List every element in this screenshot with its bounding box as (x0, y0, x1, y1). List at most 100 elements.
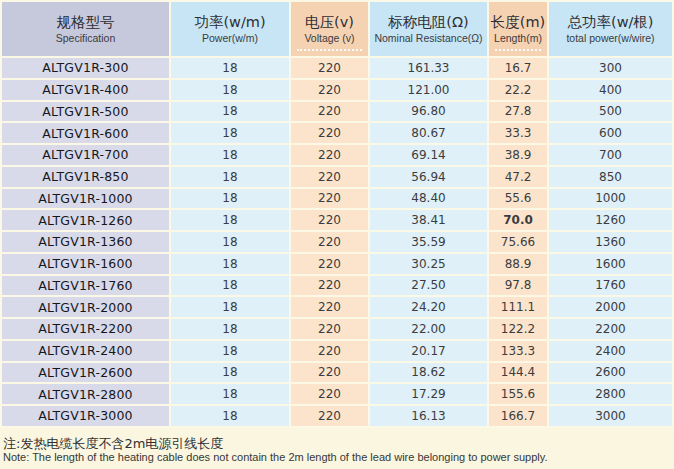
value-cell: 80.67 (370, 123, 487, 143)
col-header-resistance: 标称电阻(Ω) Nominal Resistance(Ω) (370, 2, 487, 56)
value-cell: 18 (171, 189, 289, 209)
value-cell: 18 (171, 297, 289, 317)
value-cell: 18 (171, 123, 289, 143)
value-cell: 24.20 (370, 297, 487, 317)
value-cell: 600 (549, 123, 672, 143)
value-cell: 18 (171, 167, 289, 187)
spec-model-cell: ALTGV1R-300 (2, 58, 169, 78)
table-row: ALTGV1R-40018220121.0022.2400 (2, 80, 672, 100)
value-cell: 2800 (549, 384, 672, 404)
value-cell: 18 (171, 80, 289, 100)
value-cell: 20.17 (370, 341, 487, 361)
col-header-power: 功率(w/m) Power(w/m) (171, 2, 289, 56)
table-row: ALTGV1R-10001822048.4055.61000 (2, 189, 672, 209)
header-row: 规格型号 Specification 功率(w/m) Power(w/m) 电压… (2, 2, 672, 56)
value-cell: 69.14 (370, 145, 487, 165)
value-cell: 16.7 (489, 58, 547, 78)
col-header-length: 长度(m) Length(m) (489, 2, 547, 56)
value-cell: 400 (549, 80, 672, 100)
value-cell: 220 (291, 363, 368, 383)
value-cell: 220 (291, 341, 368, 361)
value-cell: 18 (171, 210, 289, 230)
col-header-total-power-cn: 总功率(w/根) (549, 13, 672, 31)
col-header-power-cn: 功率(w/m) (171, 13, 289, 31)
value-cell: 18 (171, 341, 289, 361)
table-row: ALTGV1R-7001822069.1438.9700 (2, 145, 672, 165)
table-row: ALTGV1R-12601822038.4170.01260 (2, 210, 672, 230)
value-cell: 16.13 (370, 406, 487, 426)
value-cell: 220 (291, 232, 368, 252)
value-cell: 220 (291, 145, 368, 165)
table-row: ALTGV1R-8501822056.9447.2850 (2, 167, 672, 187)
value-cell: 22.00 (370, 319, 487, 339)
col-header-total-power-en: total power(w/wire) (549, 32, 672, 45)
value-cell: 55.6 (489, 189, 547, 209)
value-cell: 220 (291, 319, 368, 339)
value-cell: 18 (171, 363, 289, 383)
spec-model-cell: ALTGV1R-1000 (2, 189, 169, 209)
value-cell: 133.3 (489, 341, 547, 361)
value-cell: 17.29 (370, 384, 487, 404)
value-cell: 33.3 (489, 123, 547, 143)
spec-model-cell: ALTGV1R-2200 (2, 319, 169, 339)
table-row: ALTGV1R-30018220161.3316.7300 (2, 58, 672, 78)
spec-model-cell: ALTGV1R-1600 (2, 254, 169, 274)
value-cell: 47.2 (489, 167, 547, 187)
value-cell: 22.2 (489, 80, 547, 100)
value-cell: 220 (291, 102, 368, 122)
value-cell: 18 (171, 406, 289, 426)
col-header-specification-cn: 规格型号 (2, 13, 169, 31)
col-header-resistance-en: Nominal Resistance(Ω) (370, 32, 487, 45)
footnote-cn: 注:发热电缆长度不含2m电源引线长度 (3, 436, 671, 451)
table-row: ALTGV1R-24001822020.17133.32400 (2, 341, 672, 361)
col-header-power-en: Power(w/m) (171, 32, 289, 45)
spec-model-cell: ALTGV1R-3000 (2, 406, 169, 426)
table-row: ALTGV1R-30001822016.13166.73000 (2, 406, 672, 426)
value-cell: 121.00 (370, 80, 487, 100)
spec-model-cell: ALTGV1R-1260 (2, 210, 169, 230)
value-cell: 220 (291, 80, 368, 100)
col-header-specification-en: Specification (2, 32, 169, 45)
value-cell: 3000 (549, 406, 672, 426)
value-cell: 700 (549, 145, 672, 165)
value-cell: 38.41 (370, 210, 487, 230)
value-cell: 56.94 (370, 167, 487, 187)
value-cell: 2600 (549, 363, 672, 383)
value-cell: 220 (291, 189, 368, 209)
spec-model-cell: ALTGV1R-2000 (2, 297, 169, 317)
value-cell: 18 (171, 276, 289, 296)
value-cell: 500 (549, 102, 672, 122)
table-row: ALTGV1R-22001822022.00122.22200 (2, 319, 672, 339)
value-cell: 35.59 (370, 232, 487, 252)
value-cell: 2200 (549, 319, 672, 339)
value-cell: 155.6 (489, 384, 547, 404)
value-cell: 18 (171, 102, 289, 122)
value-cell: 2000 (549, 297, 672, 317)
value-cell: 144.4 (489, 363, 547, 383)
value-cell: 220 (291, 210, 368, 230)
spec-model-cell: ALTGV1R-700 (2, 145, 169, 165)
value-cell: 27.8 (489, 102, 547, 122)
col-header-voltage: 电压(v) Voltage (v) (291, 2, 368, 56)
value-cell: 70.0 (489, 210, 547, 230)
spec-model-cell: ALTGV1R-850 (2, 167, 169, 187)
value-cell: 18 (171, 384, 289, 404)
footnote-en: Note: The length of the heating cable do… (3, 451, 671, 464)
value-cell: 96.80 (370, 102, 487, 122)
value-cell: 97.8 (489, 276, 547, 296)
value-cell: 18 (171, 145, 289, 165)
table-row: ALTGV1R-20001822024.20111.12000 (2, 297, 672, 317)
value-cell: 220 (291, 123, 368, 143)
value-cell: 48.40 (370, 189, 487, 209)
value-cell: 2400 (549, 341, 672, 361)
spec-model-cell: ALTGV1R-1760 (2, 276, 169, 296)
col-header-specification: 规格型号 Specification (2, 2, 169, 56)
value-cell: 18 (171, 254, 289, 274)
value-cell: 38.9 (489, 145, 547, 165)
value-cell: 122.2 (489, 319, 547, 339)
value-cell: 1260 (549, 210, 672, 230)
value-cell: 220 (291, 384, 368, 404)
col-header-resistance-cn: 标称电阻(Ω) (370, 13, 487, 31)
spec-table: 规格型号 Specification 功率(w/m) Power(w/m) 电压… (0, 0, 674, 428)
value-cell: 220 (291, 406, 368, 426)
